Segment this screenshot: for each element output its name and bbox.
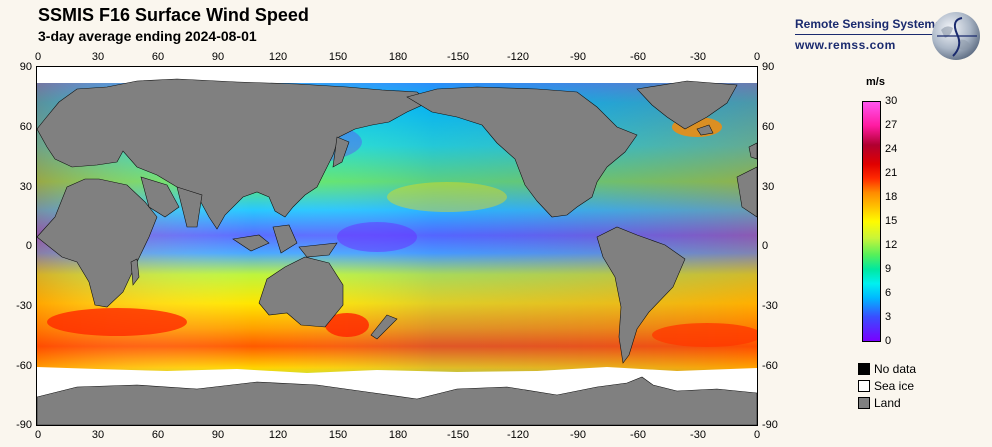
lat-tick-left: 90 (19, 61, 32, 73)
legend-label: Sea ice (874, 379, 915, 393)
logo-url[interactable]: www.remss.com (795, 38, 896, 52)
legend-swatch (858, 380, 870, 392)
legend-land: Land (858, 396, 901, 410)
lat-tick-left: -30 (16, 300, 32, 312)
lon-tick-top: 180 (388, 51, 408, 63)
legend-swatch (858, 363, 870, 375)
legend-no-data: No data (858, 362, 916, 376)
colorbar-tick: 24 (885, 143, 898, 155)
lon-tick-top: 90 (211, 51, 225, 63)
legend-swatch (858, 397, 870, 409)
lon-tick-top: 0 (34, 51, 42, 63)
logo-divider (795, 34, 945, 35)
lon-tick-bottom: -150 (446, 429, 470, 441)
colorbar-tick: 0 (885, 335, 892, 347)
lon-tick-bottom: 60 (151, 429, 165, 441)
lon-tick-bottom: 120 (268, 429, 288, 441)
lat-tick-right: 0 (762, 240, 769, 252)
lon-tick-top: -150 (446, 51, 470, 63)
lon-tick-top: -90 (570, 51, 586, 63)
lat-tick-right: 60 (762, 121, 775, 133)
lon-tick-bottom: -90 (570, 429, 586, 441)
lon-tick-top: 150 (328, 51, 348, 63)
colorbar-tick: 15 (885, 215, 898, 227)
lon-tick-bottom: 0 (34, 429, 42, 441)
lat-tick-left: 30 (19, 181, 32, 193)
globe-icon (932, 12, 980, 60)
lat-tick-left: 60 (19, 121, 32, 133)
map-title: SSMIS F16 Surface Wind Speed (38, 5, 309, 25)
lon-tick-top: -120 (506, 51, 530, 63)
lon-tick-bottom: 0 (753, 429, 761, 441)
colorbar-tick: 18 (885, 191, 898, 203)
wind-speed-map[interactable] (36, 66, 758, 426)
legend-label: Land (874, 396, 901, 410)
lon-tick-top: 0 (753, 51, 761, 63)
lon-tick-top: -30 (690, 51, 706, 63)
lon-tick-top: 60 (151, 51, 165, 63)
colorbar-tick: 27 (885, 119, 898, 131)
colorbar-tick: 30 (885, 95, 898, 107)
lon-tick-bottom: -60 (630, 429, 646, 441)
lon-tick-top: -60 (630, 51, 646, 63)
lat-tick-right: -30 (762, 300, 778, 312)
colorbar (862, 101, 881, 342)
rss-logo[interactable]: Remote Sensing Systems www.remss.com (795, 10, 990, 62)
lon-tick-bottom: -30 (690, 429, 706, 441)
lat-tick-left: -60 (16, 360, 32, 372)
colorbar-tick: 12 (885, 239, 898, 251)
legend-sea-ice: Sea ice (858, 379, 914, 393)
colorbar-tick: 3 (885, 311, 892, 323)
lon-tick-top: 30 (91, 51, 105, 63)
lat-tick-right: -60 (762, 360, 778, 372)
lon-tick-bottom: 30 (91, 429, 105, 441)
lat-tick-right: -90 (762, 419, 778, 431)
logo-name: Remote Sensing Systems (795, 17, 942, 31)
colorbar-tick: 21 (885, 167, 898, 179)
colorbar-unit: m/s (866, 76, 885, 88)
lon-tick-bottom: 90 (211, 429, 225, 441)
lat-tick-left: -90 (16, 419, 32, 431)
lat-tick-left: 0 (25, 240, 32, 252)
lat-tick-right: 30 (762, 181, 775, 193)
legend-label: No data (874, 362, 917, 376)
colorbar-tick: 6 (885, 287, 892, 299)
lon-tick-top: 120 (268, 51, 288, 63)
lon-tick-bottom: 150 (328, 429, 348, 441)
colorbar-tick: 9 (885, 263, 892, 275)
lat-tick-right: 90 (762, 61, 775, 73)
lon-tick-bottom: -120 (506, 429, 530, 441)
map-subtitle: 3-day average ending 2024-08-01 (38, 28, 257, 44)
lon-tick-bottom: 180 (388, 429, 408, 441)
